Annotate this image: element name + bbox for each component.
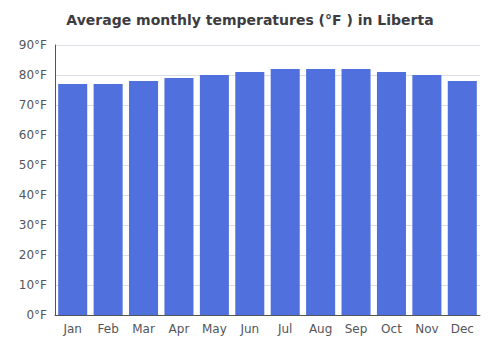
svg-text:Jun: Jun: [239, 322, 259, 336]
svg-text:Aug: Aug: [309, 322, 332, 336]
svg-text:20°F: 20°F: [19, 248, 47, 262]
svg-text:Nov: Nov: [415, 322, 438, 336]
svg-text:Jul: Jul: [277, 322, 292, 336]
svg-text:70°F: 70°F: [19, 98, 47, 112]
svg-text:Feb: Feb: [98, 322, 119, 336]
svg-text:Average monthly temperatures (: Average monthly temperatures (°F ) in Li…: [66, 12, 433, 28]
svg-text:30°F: 30°F: [19, 218, 47, 232]
svg-text:Apr: Apr: [169, 322, 190, 336]
svg-text:Dec: Dec: [451, 322, 474, 336]
svg-text:Oct: Oct: [381, 322, 402, 336]
svg-text:May: May: [202, 322, 227, 336]
svg-text:90°F: 90°F: [19, 38, 47, 52]
svg-text:80°F: 80°F: [19, 68, 47, 82]
svg-text:Mar: Mar: [132, 322, 155, 336]
svg-text:10°F: 10°F: [19, 278, 47, 292]
svg-text:50°F: 50°F: [19, 158, 47, 172]
svg-text:Sep: Sep: [345, 322, 368, 336]
svg-text:60°F: 60°F: [19, 128, 47, 142]
svg-text:40°F: 40°F: [19, 188, 47, 202]
svg-text:0°F: 0°F: [26, 308, 47, 322]
svg-text:Jan: Jan: [62, 322, 82, 336]
